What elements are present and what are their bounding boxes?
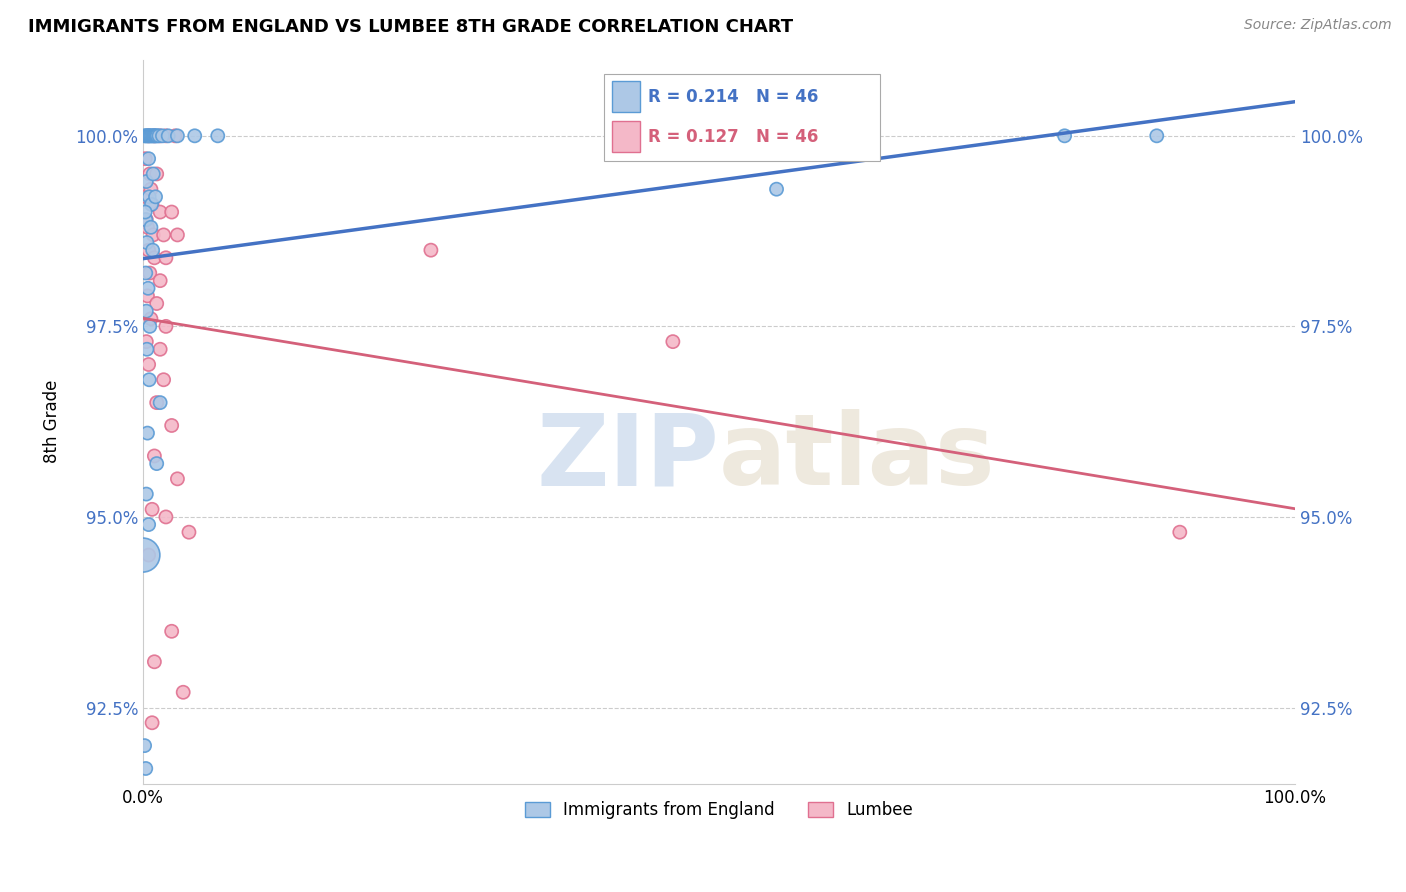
Point [139,266,162,280]
Text: ZIP: ZIP [536,409,718,507]
Point [141,197,163,211]
Point [177,525,200,540]
Point [134,205,156,219]
Point [146,128,169,143]
Point [145,190,167,204]
Point [136,426,159,441]
Point [155,251,177,265]
Point [136,289,159,303]
Point [149,343,172,357]
Point [152,373,174,387]
Point [207,128,229,143]
Point [145,457,167,471]
Point [135,212,157,227]
Point [1146,128,1168,143]
Point [141,502,163,516]
Point [134,128,156,143]
Point [165,128,187,143]
Point [138,373,160,387]
Point [135,212,157,227]
Point [149,128,172,143]
Point [139,220,162,235]
Point [145,395,167,409]
Point [138,128,160,143]
Point [419,243,441,257]
Legend: Immigrants from England, Lumbee: Immigrants from England, Lumbee [517,795,920,826]
Point [141,197,163,211]
Point [135,762,157,776]
Point [143,251,166,265]
Point [139,167,162,181]
Point [160,624,183,639]
Point [138,128,160,143]
Point [149,274,172,288]
Point [132,548,155,562]
Point [138,152,160,166]
Point [142,227,165,242]
Point [662,334,685,349]
Point [142,128,165,143]
Point [138,358,160,372]
Point [145,128,167,143]
Point [135,487,157,501]
Point [138,548,160,562]
Point [138,190,160,204]
Point [148,128,170,143]
Point [139,311,162,326]
Point [152,227,174,242]
Point [149,205,172,219]
Point [135,175,157,189]
Point [160,418,183,433]
Point [145,296,167,310]
Point [135,343,157,357]
Point [143,655,166,669]
Point [136,281,159,295]
Y-axis label: 8th Grade: 8th Grade [44,380,60,463]
Point [152,128,174,143]
Point [160,205,183,219]
Point [141,128,163,143]
Point [155,128,177,143]
Text: atlas: atlas [718,409,995,507]
Point [142,128,165,143]
Point [135,128,157,143]
Point [135,304,157,318]
Point [166,227,188,242]
Point [135,266,157,280]
Point [139,319,162,334]
Point [142,243,165,257]
Point [172,685,194,699]
Point [142,167,165,181]
Point [143,449,166,463]
Point [135,128,157,143]
Point [157,128,180,143]
Point [138,243,160,257]
Point [136,128,159,143]
Point [136,220,159,235]
Point [134,739,156,753]
Point [138,517,160,532]
Point [166,472,188,486]
Point [135,190,157,204]
Point [143,128,166,143]
Point [134,152,156,166]
Point [139,182,162,196]
Point [155,510,177,524]
Point [183,128,205,143]
Point [143,128,166,143]
Point [139,128,162,143]
Point [155,319,177,334]
Point [166,128,188,143]
Point [765,182,787,196]
Point [141,715,163,730]
Point [1053,128,1076,143]
Point [145,167,167,181]
Text: Source: ZipAtlas.com: Source: ZipAtlas.com [1244,18,1392,32]
Point [135,334,157,349]
Point [1168,525,1191,540]
Point [135,235,157,250]
Point [149,395,172,409]
Text: IMMIGRANTS FROM ENGLAND VS LUMBEE 8TH GRADE CORRELATION CHART: IMMIGRANTS FROM ENGLAND VS LUMBEE 8TH GR… [28,18,793,36]
